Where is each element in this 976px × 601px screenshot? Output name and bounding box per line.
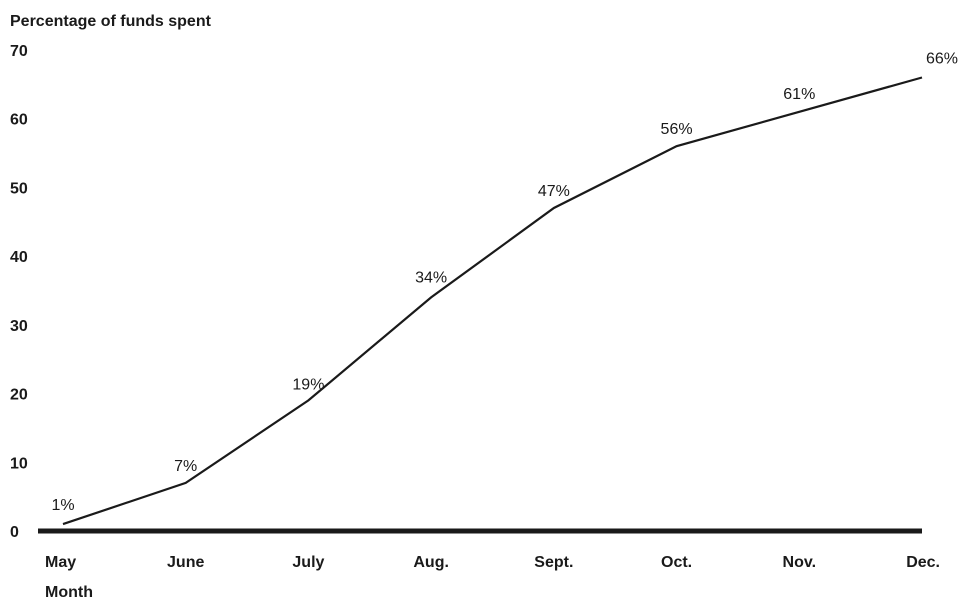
series-line xyxy=(62,76,923,526)
x-tick-label: July xyxy=(292,554,324,571)
data-label: 19% xyxy=(292,376,324,393)
y-tick-label: 10 xyxy=(10,455,28,472)
y-tick-label: 30 xyxy=(10,318,28,335)
data-label: 56% xyxy=(661,121,693,138)
data-labels: 1% 7% 19% 34% 47% 56% 61% 66% xyxy=(51,50,958,514)
data-label: 47% xyxy=(538,183,570,200)
x-axis-ticks: May June July Aug. Sept. Oct. Nov. Dec. xyxy=(45,554,940,571)
y-tick-label: 40 xyxy=(10,249,28,266)
x-tick-label: Dec. xyxy=(906,554,940,571)
x-tick-label: Aug. xyxy=(413,554,449,571)
data-label: 7% xyxy=(174,458,197,475)
x-tick-label: Nov. xyxy=(783,554,816,571)
x-tick-label: Sept. xyxy=(534,554,573,571)
y-tick-label: 0 xyxy=(10,524,19,541)
data-label: 61% xyxy=(783,86,815,103)
y-axis-ticks: 0 10 20 30 40 50 60 70 xyxy=(10,43,28,541)
y-tick-label: 70 xyxy=(10,43,28,60)
y-tick-label: 60 xyxy=(10,112,28,129)
y-axis-title: Percentage of funds spent xyxy=(10,13,212,30)
data-label: 66% xyxy=(926,50,958,67)
y-tick-label: 50 xyxy=(10,180,28,197)
data-label: 34% xyxy=(415,269,447,286)
x-tick-label: May xyxy=(45,554,76,571)
y-tick-label: 20 xyxy=(10,387,28,404)
x-axis-title: Month xyxy=(45,584,93,601)
x-tick-label: Oct. xyxy=(661,554,692,571)
x-tick-label: June xyxy=(167,554,204,571)
data-label: 1% xyxy=(51,497,74,514)
